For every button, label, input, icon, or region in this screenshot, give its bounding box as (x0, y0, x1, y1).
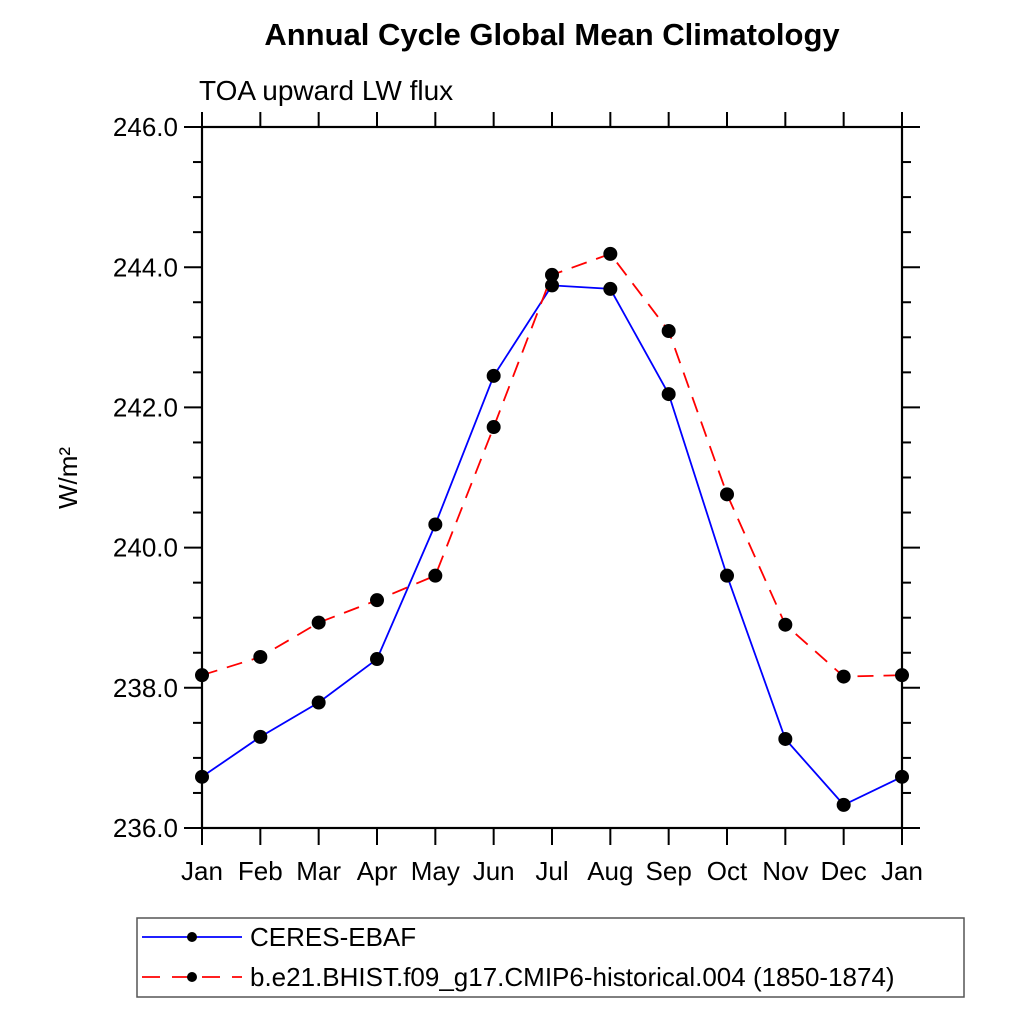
x-tick-label: Jan (181, 856, 223, 886)
y-tick-label: 246.0 (113, 112, 178, 142)
data-point (720, 568, 734, 583)
chart-title: Annual Cycle Global Mean Climatology (264, 17, 840, 52)
x-tick-label: Dec (821, 856, 867, 886)
y-tick-label: 244.0 (113, 252, 178, 282)
legend-box (136, 917, 965, 998)
data-point (661, 387, 676, 402)
data-point (370, 593, 384, 608)
y-tick-label: 238.0 (113, 673, 178, 703)
data-point (720, 487, 734, 502)
data-point (661, 323, 676, 338)
x-tick-label: Jan (881, 856, 923, 886)
data-point (195, 769, 209, 784)
data-point (545, 267, 559, 282)
data-point (778, 731, 793, 746)
legend-label: CERES-EBAF (250, 922, 416, 952)
data-point (603, 246, 618, 261)
plot-frame (200, 125, 904, 830)
chart-subtitle: TOA upward LW flux (199, 75, 454, 106)
x-tick-label: Oct (707, 856, 748, 886)
y-tick-label: 240.0 (113, 533, 178, 563)
data-point (545, 278, 559, 293)
data-point (195, 668, 209, 683)
x-tick-label: Apr (357, 856, 398, 886)
x-tick-label: Nov (762, 856, 808, 886)
data-point (895, 769, 909, 784)
data-point (895, 668, 909, 683)
series-line-0 (201, 284, 903, 807)
data-point (253, 649, 268, 664)
x-tick-label: Mar (296, 856, 341, 886)
legend-label: b.e21.BHIST.f09_g17.CMIP6-historical.004… (250, 962, 895, 992)
data-point (486, 368, 501, 383)
x-tick-label: Jun (473, 856, 515, 886)
data-point (486, 420, 501, 435)
y-tick-label: 242.0 (113, 393, 178, 423)
x-tick-label: May (411, 856, 460, 886)
data-point (370, 652, 384, 667)
data-point (253, 729, 268, 744)
legend-marker (187, 932, 197, 942)
data-point (836, 797, 851, 812)
series-line-1 (201, 252, 903, 678)
data-point (603, 281, 618, 296)
data-point (778, 617, 793, 632)
data-point (428, 568, 443, 583)
x-tick-label: Sep (646, 856, 692, 886)
y-tick-label: 236.0 (113, 813, 178, 843)
data-point (428, 517, 443, 532)
data-point (836, 669, 851, 684)
legend-marker (187, 972, 197, 982)
x-tick-label: Jul (535, 856, 568, 886)
data-point (311, 695, 326, 710)
data-point (311, 615, 326, 630)
x-tick-label: Aug (587, 856, 633, 886)
x-tick-label: Feb (238, 856, 283, 886)
